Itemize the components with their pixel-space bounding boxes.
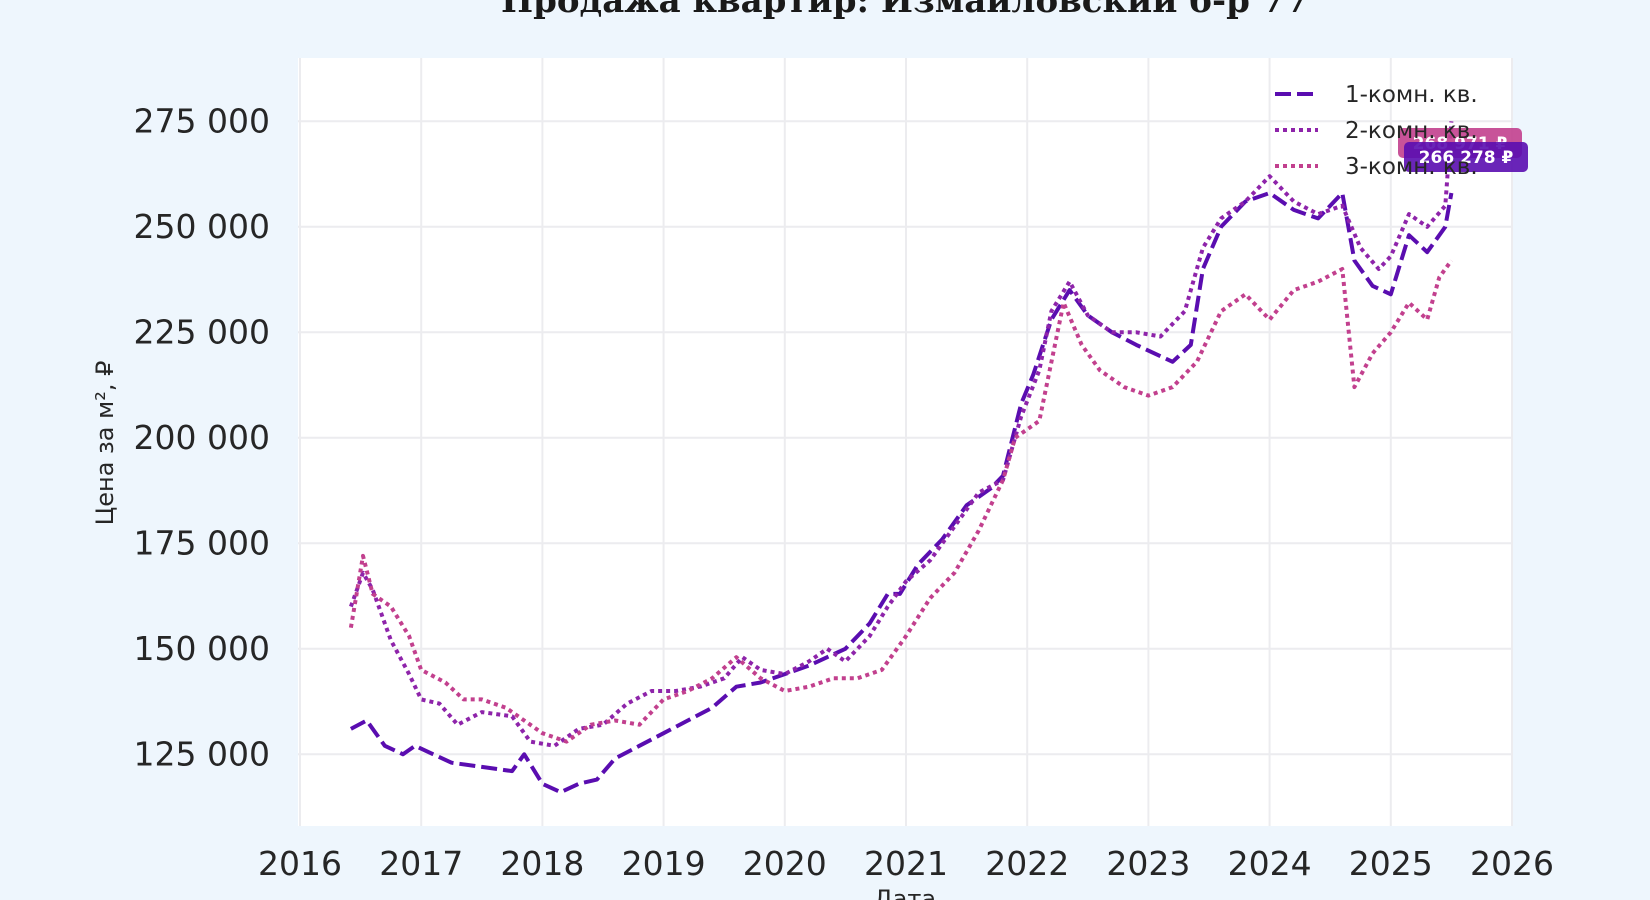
x-tick-label: 2023	[1106, 844, 1190, 883]
y-tick-label: 125 000	[134, 734, 270, 773]
x-tick-label: 2024	[1228, 844, 1312, 883]
y-tick-label: 275 000	[134, 101, 270, 140]
last-value-badges: 268 971 ₽266 278 ₽	[1398, 128, 1528, 172]
legend-label: 1-комн. кв.	[1345, 82, 1478, 108]
last-value-badge-text: 266 278 ₽	[1419, 148, 1514, 168]
x-tick-label: 2021	[864, 844, 948, 883]
x-tick-label: 2020	[743, 844, 827, 883]
y-tick-label: 150 000	[134, 629, 270, 668]
grid	[298, 58, 1513, 826]
legend: 1-комн. кв. 2-комн. кв. 3-комн. кв.	[1275, 82, 1478, 180]
y-tick-label: 225 000	[134, 312, 270, 351]
x-axis-ticks: 2016 2017 2018 2019 2020 2021 2022 2023 2024 2025…	[258, 844, 1554, 883]
y-tick-label: 200 000	[134, 418, 270, 457]
y-tick-label: 250 000	[134, 207, 270, 246]
legend-label: 2-комн. кв.	[1345, 118, 1478, 144]
x-tick-label: 2016	[258, 844, 342, 883]
x-tick-label: 2018	[500, 844, 584, 883]
y-tick-label: 175 000	[134, 523, 270, 562]
series-line	[349, 121, 1454, 748]
x-tick-label: 2025	[1349, 844, 1433, 883]
x-axis-label: Дата	[874, 885, 936, 900]
series-line	[348, 259, 1454, 744]
x-tick-label: 2026	[1470, 844, 1554, 883]
series-layer	[348, 121, 1454, 795]
last-value-badge	[1404, 142, 1528, 172]
x-tick-label: 2022	[985, 844, 1069, 883]
y-axis-label: Цена за м², ₽	[91, 361, 119, 526]
chart-title: Продажа квартир: Измайловский б-р 77	[501, 0, 1309, 21]
x-tick-label: 2017	[379, 844, 463, 883]
series-line	[349, 191, 1454, 795]
y-axis-ticks: 125 000 150 000 175 000 200 000 225 000 250 0…	[134, 101, 270, 773]
legend-label: 3-комн. кв.	[1345, 154, 1478, 180]
x-tick-label: 2019	[622, 844, 706, 883]
